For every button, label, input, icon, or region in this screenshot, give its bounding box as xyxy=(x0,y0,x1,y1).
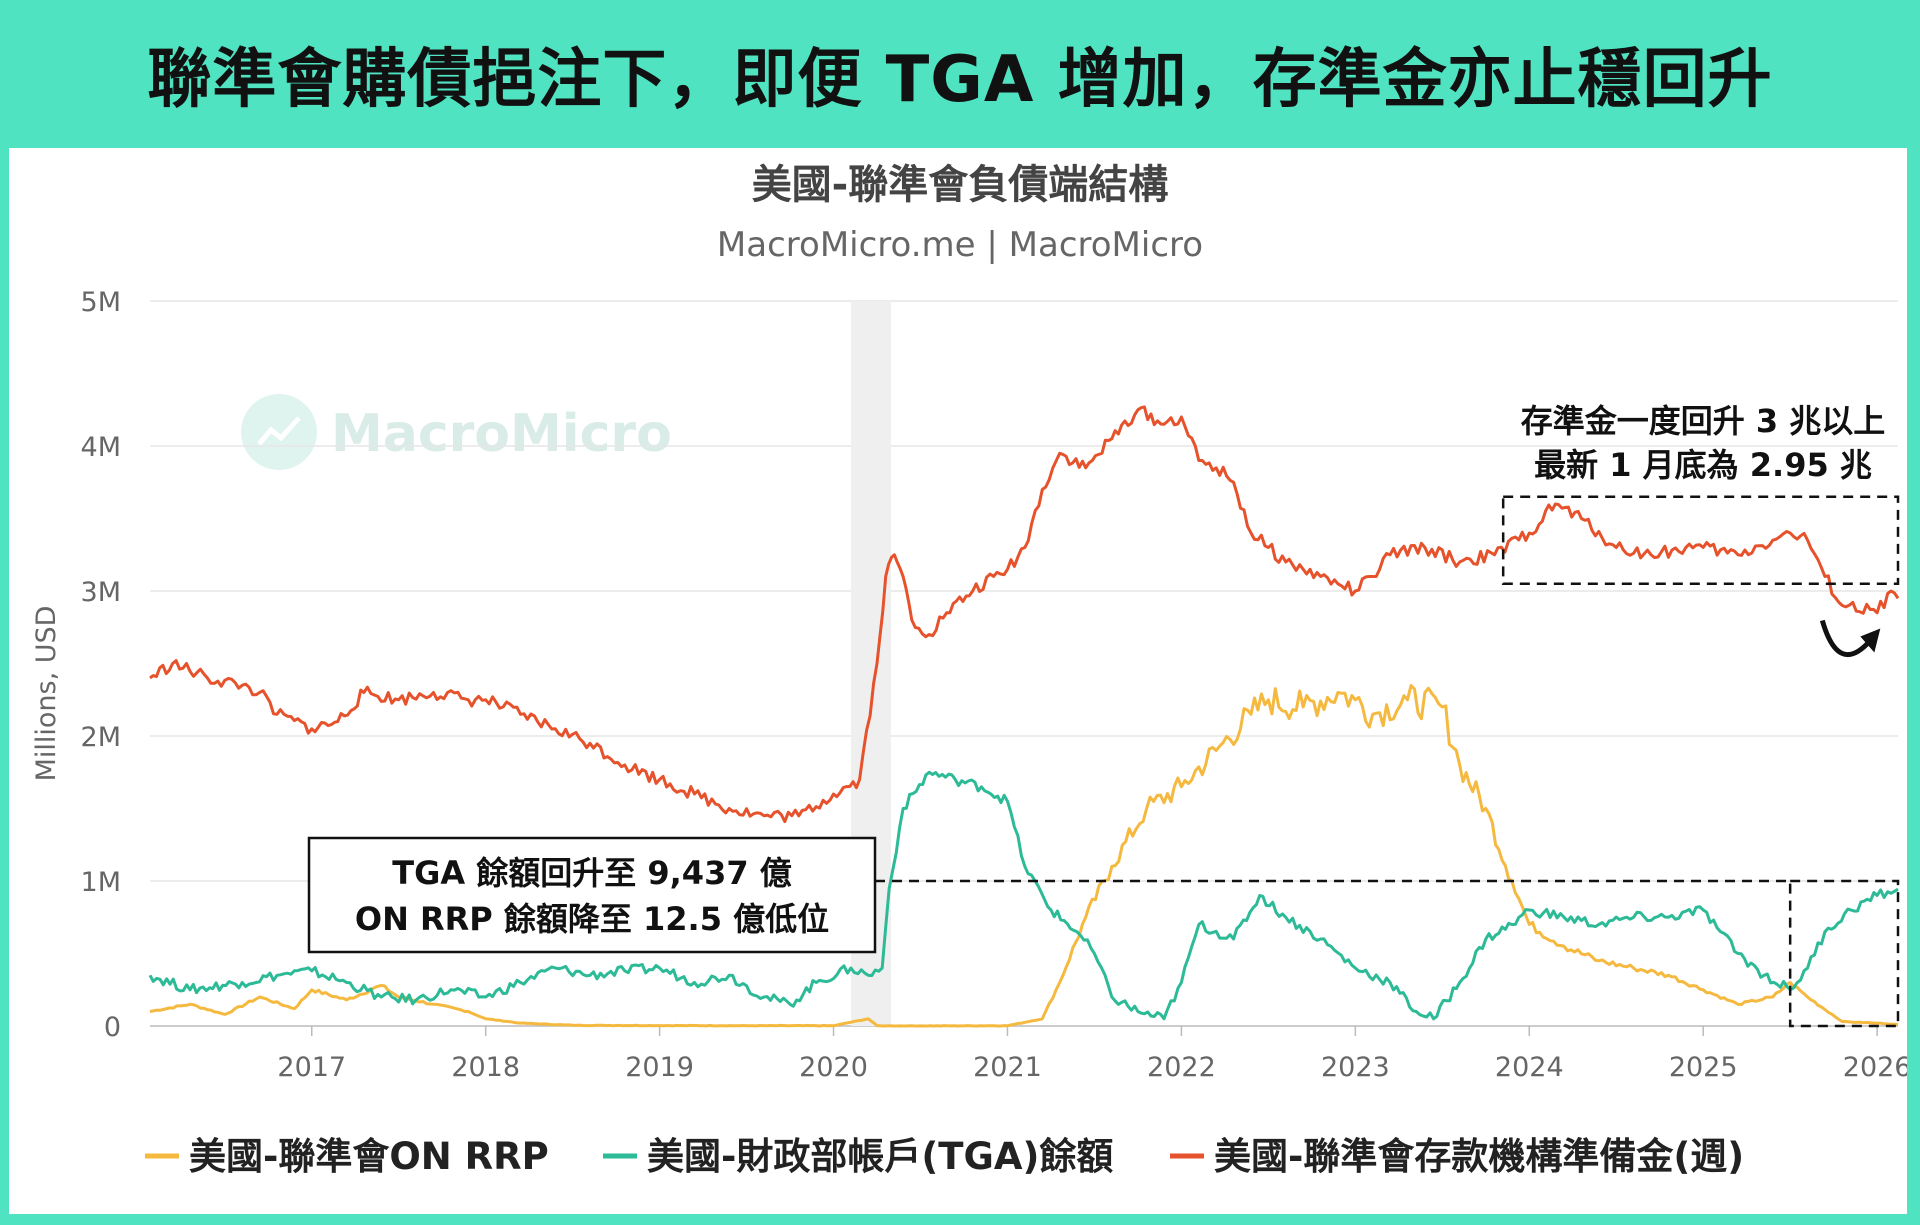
legend-label: 美國-聯準會ON RRP xyxy=(189,1135,549,1178)
tga-dashed-box xyxy=(1788,879,1900,1028)
series-line-2 xyxy=(148,770,1899,1021)
chart-panel: 美國-聯準會負債端結構 MacroMicro.me | MacroMicro M… xyxy=(9,148,1907,1214)
legend: 美國-聯準會ON RRP 美國-財政部帳戶(TGA)餘額 美國-聯準會存款機構準備金… xyxy=(145,1135,1744,1178)
x-tick-label: 2019 xyxy=(625,1052,694,1083)
chart-svg: 美國-聯準會負債端結構 MacroMicro.me | MacroMicro M… xyxy=(31,162,1907,1178)
series-line-1 xyxy=(149,684,1899,1028)
page-title: 聯準會購債挹注下，即便 TGA 增加，存準金亦止穩回升 xyxy=(147,43,1773,117)
watermark-text: MacroMicro xyxy=(331,404,672,464)
x-tick-label: 2022 xyxy=(1147,1052,1216,1083)
y-axis-label: Millions, USD xyxy=(31,606,62,782)
y-tick-label: 5M xyxy=(81,287,121,318)
x-tick-label: 2017 xyxy=(277,1052,346,1083)
y-tick-label: 0 xyxy=(104,1012,121,1043)
chart-title: 美國-聯準會負債端結構 xyxy=(752,162,1169,208)
x-tick-label: 2021 xyxy=(973,1052,1042,1083)
series-line-3 xyxy=(149,405,1900,824)
y-axis: 0 1M 2M 3M 4M 5M xyxy=(81,287,121,1043)
tga-annotation-line1: TGA 餘額回升至 9,437 億 xyxy=(392,854,792,892)
y-tick-label: 2M xyxy=(81,722,121,753)
x-axis: 2017 2018 2019 2020 2021 2022 2023 2024 2025 2026 xyxy=(277,1026,1907,1083)
x-tick-label: 2023 xyxy=(1321,1052,1390,1083)
y-tick-label: 4M xyxy=(81,432,121,463)
x-tick-label: 2026 xyxy=(1843,1052,1907,1083)
x-tick-label: 2025 xyxy=(1669,1052,1738,1083)
tga-annotation-line2: ON RRP 餘額降至 12.5 億低位 xyxy=(355,900,829,938)
y-tick-label: 3M xyxy=(81,577,121,608)
curved-arrow-icon xyxy=(1819,619,1873,658)
watermark-logo-icon xyxy=(241,394,317,470)
x-tick-label: 2024 xyxy=(1495,1052,1564,1083)
reserves-dashed-box xyxy=(1501,495,1900,585)
x-tick-label: 2020 xyxy=(799,1052,868,1083)
arrow-head-icon xyxy=(1860,628,1881,653)
watermark: MacroMicro xyxy=(241,394,672,470)
chart-subtitle: MacroMicro.me | MacroMicro xyxy=(717,225,1203,265)
legend-label: 美國-聯準會存款機構準備金(週) xyxy=(1214,1135,1744,1178)
header-banner: 聯準會購債挹注下，即便 TGA 增加，存準金亦止穩回升 xyxy=(0,0,1920,148)
y-tick-label: 1M xyxy=(81,867,121,898)
reserves-annotation-line2: 最新 1 月底為 2.95 兆 xyxy=(1534,446,1872,484)
x-tick-label: 2018 xyxy=(451,1052,520,1083)
reserves-annotation-line1: 存準金一度回升 3 兆以上 xyxy=(1521,402,1886,440)
annotations: 存準金一度回升 3 兆以上 最新 1 月底為 2.95 兆 TGA 餘額回升至 … xyxy=(307,402,1900,1028)
legend-label: 美國-財政部帳戶(TGA)餘額 xyxy=(647,1135,1113,1178)
watermark-logo-chart-icon xyxy=(257,416,301,446)
series-lines xyxy=(148,405,1900,1028)
tga-annotation-box xyxy=(307,836,877,954)
